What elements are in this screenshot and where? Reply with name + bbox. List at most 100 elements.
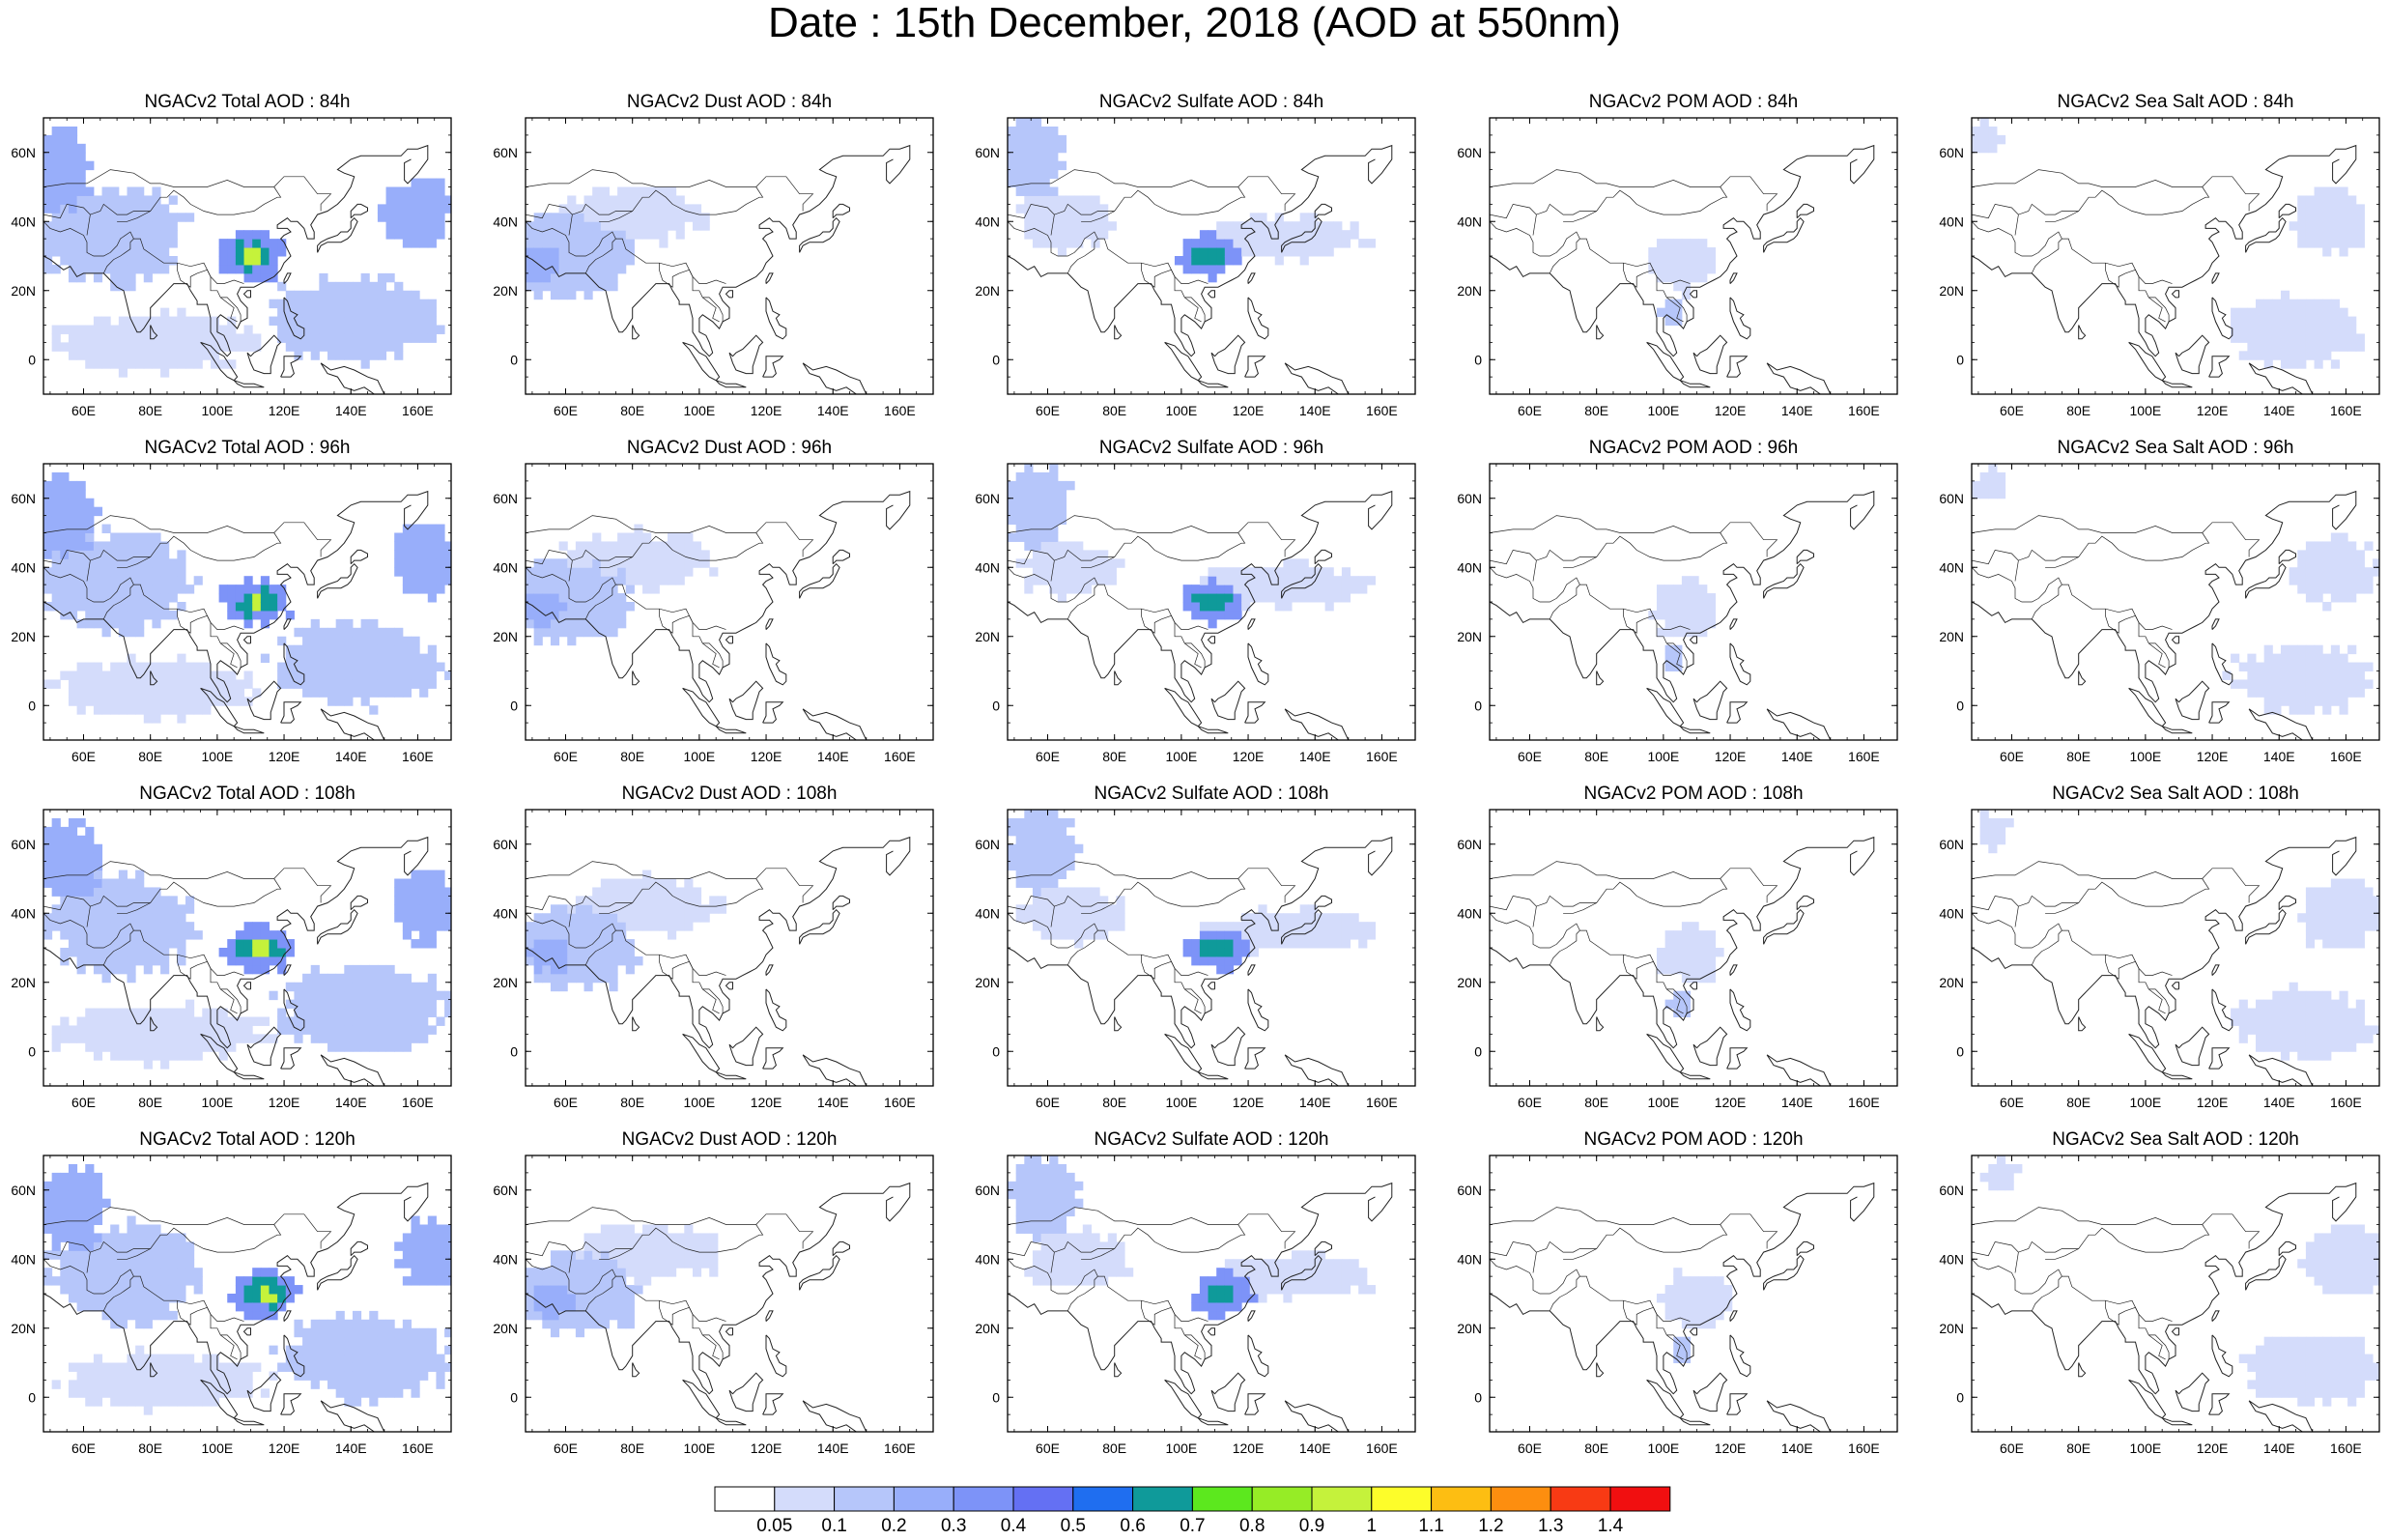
- aod-cell: [1691, 585, 1699, 593]
- aod-cell: [2264, 679, 2273, 688]
- aod-cell: [1041, 922, 1050, 930]
- aod-cell: [361, 1042, 370, 1051]
- aod-cell: [211, 697, 219, 705]
- aod-cell: [551, 593, 559, 602]
- aod-cell: [327, 974, 336, 983]
- aod-cell: [1233, 956, 1241, 965]
- aod-cell: [2322, 679, 2331, 688]
- aod-cell: [119, 326, 128, 334]
- aod-cell: [2315, 663, 2323, 671]
- aod-cell: [1191, 602, 1200, 611]
- aod-cell: [52, 326, 61, 334]
- aod-cell: [1067, 585, 1075, 593]
- coastline-path: [284, 273, 291, 284]
- aod-cell: [119, 1034, 128, 1042]
- aod-cell: [52, 516, 61, 525]
- aod-cell: [1008, 170, 1016, 179]
- aod-cell: [1342, 239, 1351, 247]
- aod-cell: [344, 991, 353, 1000]
- aod-cell: [676, 230, 685, 239]
- x-tick-label: 100E: [202, 403, 234, 418]
- aod-cell: [436, 230, 444, 239]
- aod-cell: [85, 671, 94, 680]
- aod-cell: [2306, 663, 2315, 671]
- aod-cell: [1041, 187, 1050, 196]
- aod-cell: [1300, 558, 1309, 567]
- aod-cell: [2306, 195, 2315, 204]
- aod-cell: [361, 317, 370, 326]
- aod-cell: [85, 499, 94, 507]
- aod-cell: [567, 550, 576, 558]
- aod-cell: [177, 654, 185, 663]
- y-tick-label: 40N: [1939, 559, 1964, 575]
- aod-cell: [436, 550, 444, 558]
- aod-cell: [1292, 585, 1300, 593]
- aod-cell: [676, 576, 685, 585]
- aod-cell: [177, 1009, 185, 1017]
- aod-cell: [94, 904, 102, 913]
- aod-cell: [2297, 308, 2306, 317]
- aod-cell: [2281, 671, 2289, 680]
- aod-cell: [52, 853, 61, 862]
- aod-cell: [144, 333, 153, 342]
- aod-cell: [668, 913, 676, 922]
- aod-cell: [1682, 256, 1691, 265]
- aod-cell: [1041, 195, 1050, 204]
- aod-cell: [1058, 144, 1067, 153]
- aod-cell: [261, 1017, 270, 1026]
- aod-cell: [369, 1034, 378, 1042]
- aod-cell: [2272, 654, 2281, 663]
- aod-cell: [1024, 862, 1033, 870]
- aod-cell: [194, 663, 203, 671]
- aod-cell: [1049, 585, 1058, 593]
- aod-cell: [2306, 541, 2315, 550]
- aod-cell: [294, 654, 302, 663]
- aod-cell: [601, 187, 610, 196]
- aod-cell: [1292, 593, 1300, 602]
- aod-cell: [152, 697, 160, 705]
- aod-cell: [659, 904, 668, 913]
- aod-cell: [1209, 585, 1217, 593]
- aod-cell: [52, 333, 61, 342]
- aod-cell: [1325, 230, 1334, 239]
- aod-cell: [102, 558, 111, 567]
- aod-cell: [94, 541, 102, 550]
- aod-cell: [584, 567, 593, 576]
- aod-cell: [1108, 576, 1117, 585]
- aod-cell: [403, 654, 412, 663]
- aod-cell: [1074, 913, 1083, 922]
- aod-cell: [152, 359, 160, 368]
- aod-cell: [2322, 299, 2331, 308]
- x-tick-label: 160E: [1848, 749, 1880, 764]
- coastline-path: [1198, 727, 1228, 733]
- aod-cell: [194, 351, 203, 359]
- aod-cell: [43, 836, 52, 844]
- aod-cell: [428, 239, 437, 247]
- aod-cell: [1041, 558, 1050, 567]
- aod-cell: [60, 195, 69, 204]
- aod-cell: [1241, 593, 1250, 602]
- aod-cell: [177, 1051, 185, 1060]
- aod-cell: [1258, 930, 1266, 939]
- aod-cell: [94, 671, 102, 680]
- aod-cell: [1067, 930, 1075, 939]
- aod-cell: [1988, 490, 1997, 499]
- aod-cell: [52, 153, 61, 161]
- aod-cell: [135, 1009, 144, 1017]
- aod-cell: [567, 593, 576, 602]
- aod-cell: [327, 317, 336, 326]
- aod-cell: [668, 213, 676, 221]
- aod-cell: [2306, 645, 2315, 654]
- aod-cell: [2315, 541, 2323, 550]
- aod-cell: [244, 576, 253, 585]
- aod-cell: [85, 187, 94, 196]
- aod-cell: [2247, 663, 2256, 671]
- aod-cell: [1682, 265, 1691, 273]
- aod-cell: [127, 221, 135, 230]
- aod-cell: [336, 1017, 345, 1026]
- aod-cell: [386, 671, 395, 680]
- aod-cell: [2322, 351, 2331, 359]
- aod-cell: [252, 247, 261, 256]
- aod-cell: [634, 576, 642, 585]
